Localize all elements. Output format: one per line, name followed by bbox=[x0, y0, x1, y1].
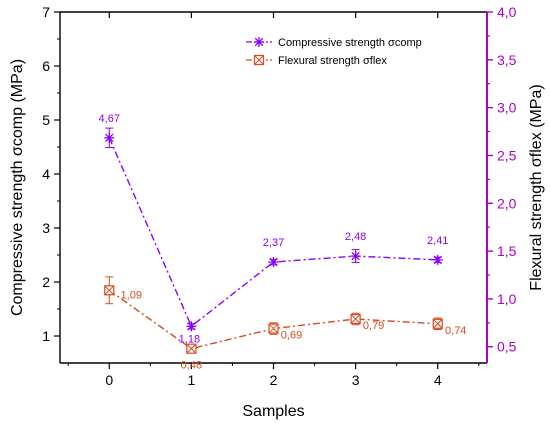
data-label-flexural: 0,69 bbox=[281, 330, 302, 342]
y-right-tick-label: 2,0 bbox=[497, 195, 517, 211]
y-right-tick-label: 3,0 bbox=[497, 100, 517, 116]
x-axis-title: Samples bbox=[242, 403, 304, 420]
data-label-compressive: 2,37 bbox=[263, 237, 284, 249]
series-line-flexural bbox=[108, 289, 438, 350]
y-right-tick-label: 4,0 bbox=[497, 4, 517, 20]
legend-label: Flexural strength σflex bbox=[278, 55, 387, 67]
y-left-tick-label: 2 bbox=[42, 274, 50, 290]
data-label-compressive: 1,18 bbox=[179, 333, 200, 345]
y-left-tick-label: 4 bbox=[42, 166, 50, 182]
data-label-flexural: 0,48 bbox=[181, 360, 202, 372]
y-left-tick-label: 6 bbox=[42, 58, 50, 74]
data-label-compressive: 4,67 bbox=[99, 113, 120, 125]
legend-marker-flexural bbox=[253, 54, 265, 66]
series-line-compressive bbox=[108, 137, 438, 328]
x-tick-label: 0 bbox=[105, 372, 113, 388]
data-label-flexural: 0,79 bbox=[363, 320, 384, 332]
y-left-tick-label: 3 bbox=[42, 220, 50, 236]
data-point-flexural bbox=[104, 285, 115, 296]
y-right-tick-label: 0,5 bbox=[497, 339, 517, 355]
data-point-flexural bbox=[350, 313, 361, 325]
y-right-axis-title: Flexural strength σflex (MPa) bbox=[528, 84, 545, 290]
data-point-flexural bbox=[186, 343, 197, 354]
legend-label: Compressive strength σcomp bbox=[278, 37, 422, 49]
data-point-flexural bbox=[432, 318, 443, 329]
data-point-compressive bbox=[268, 257, 279, 268]
x-tick-label: 1 bbox=[187, 372, 195, 388]
y-left-tick-label: 1 bbox=[42, 328, 50, 344]
y-right-tick-label: 3,5 bbox=[497, 52, 517, 68]
data-label-flexural: 1,09 bbox=[121, 289, 142, 301]
y-left-tick-label: 5 bbox=[42, 112, 50, 128]
data-point-flexural bbox=[268, 323, 279, 334]
y-left-axis-title: Compressive strength σcomp (MPa) bbox=[9, 59, 26, 316]
y-right-tick-label: 2,5 bbox=[497, 147, 517, 163]
data-point-compressive bbox=[186, 321, 197, 332]
data-label-compressive: 2,48 bbox=[345, 231, 366, 243]
data-point-compressive bbox=[350, 251, 361, 262]
data-label-compressive: 2,41 bbox=[427, 235, 448, 247]
data-point-compressive bbox=[432, 254, 443, 265]
legend-marker-compressive bbox=[254, 37, 264, 47]
data-label-flexural: 0,74 bbox=[445, 325, 466, 337]
x-tick-label: 3 bbox=[352, 372, 360, 388]
x-tick-label: 2 bbox=[270, 372, 278, 388]
y-left-tick-label: 7 bbox=[42, 4, 50, 20]
y-right-tick-label: 1,0 bbox=[497, 291, 517, 307]
x-tick-label: 4 bbox=[434, 372, 442, 388]
data-point-compressive bbox=[104, 132, 115, 143]
y-right-tick-label: 1,5 bbox=[497, 243, 517, 259]
